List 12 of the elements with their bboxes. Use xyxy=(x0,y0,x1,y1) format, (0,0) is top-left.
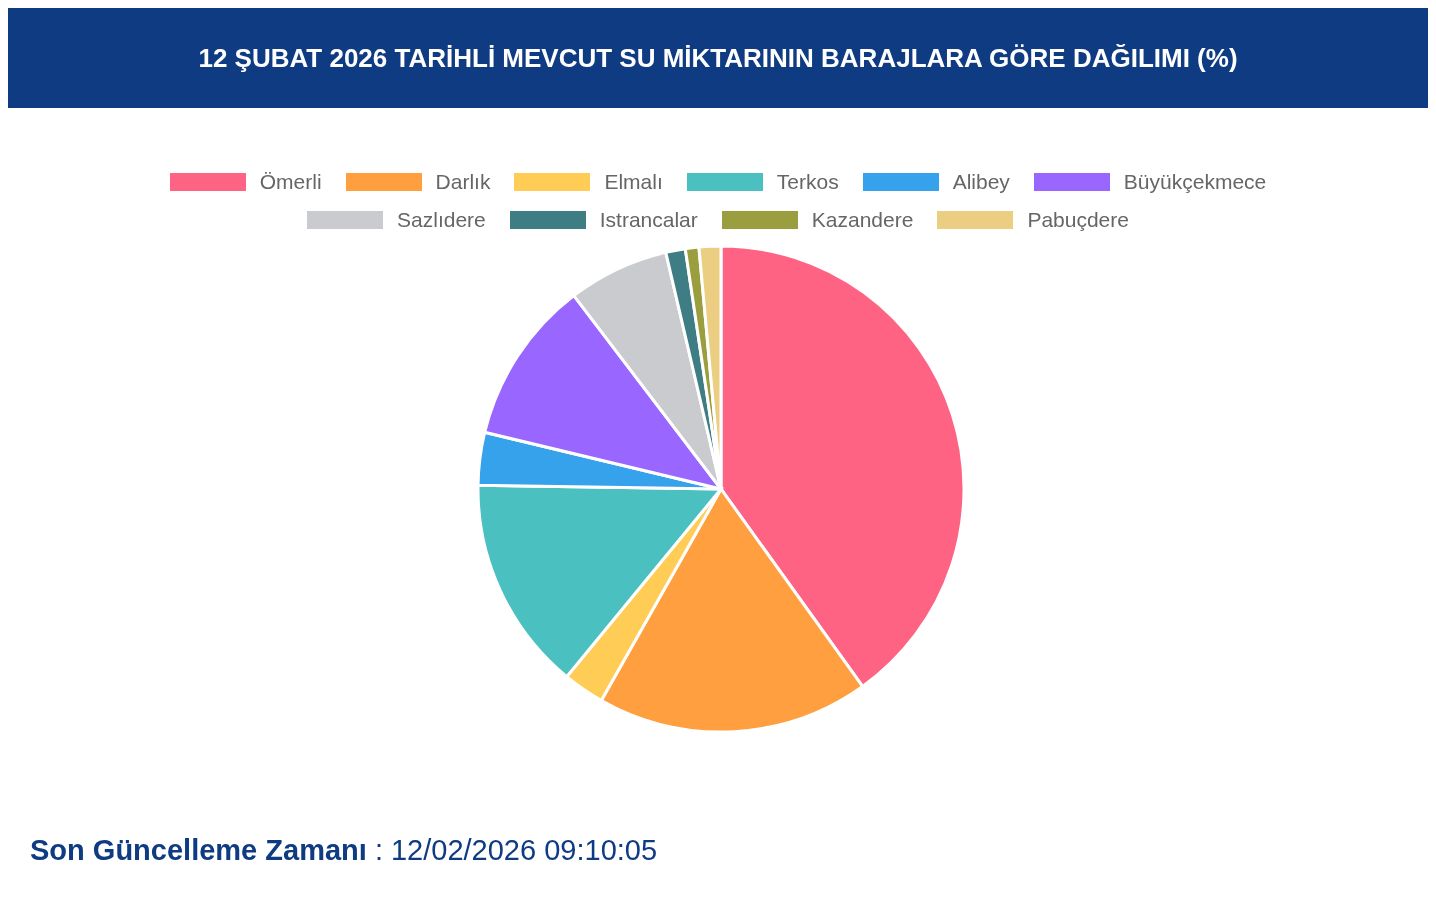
legend-label: Darlık xyxy=(435,170,491,194)
legend-label: Istrancalar xyxy=(599,208,698,232)
legend-label: Elmalı xyxy=(604,170,663,194)
legend-label: Büyükçekmece xyxy=(1123,170,1267,194)
legend-label: Terkos xyxy=(776,170,839,194)
legend-label: Pabuçdere xyxy=(1027,208,1129,232)
text: Son Güncelleme Zamanı : 12/02/2026 09:10:05 xyxy=(30,834,658,866)
legend-label: Alibey xyxy=(952,170,1010,194)
legend-label: Ömerli xyxy=(259,170,322,194)
legend-label: Sazlıdere xyxy=(397,208,486,232)
legend-label: Kazandere xyxy=(811,208,914,232)
chart-title: 12 ŞUBAT 2026 TARİHLİ MEVCUT SU MİKTARININ BARAJLARA GÖRE DAĞILIMI (%) xyxy=(8,8,1428,108)
